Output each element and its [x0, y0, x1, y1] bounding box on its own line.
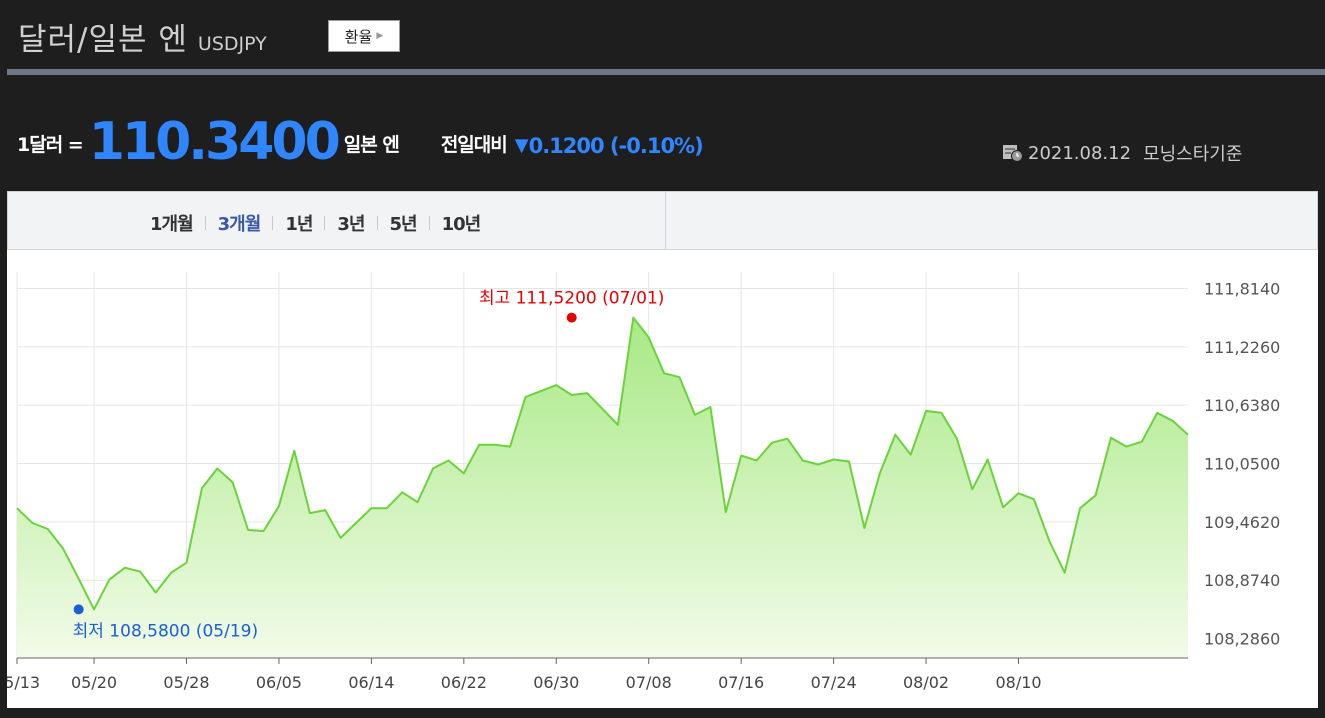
y-tick-label-3: 110,0500: [1204, 455, 1280, 474]
tab-period-5[interactable]: 10년: [441, 214, 482, 235]
x-tick-label-7: 07/08: [626, 673, 672, 692]
x-tick-label-2: 05/28: [163, 673, 209, 692]
y-tick-label-1: 111,2260: [1204, 338, 1280, 357]
quote-row: 1달러 = 110.3400 일본 엔 전일대비 ▼ 0.1200 (-0.10…: [17, 108, 704, 172]
price-chart: 111,8140 111,2260 110,6380 110,0500 109,4620…: [7, 272, 1280, 692]
title-bar: 달러/일본 엔 USDJPY: [18, 14, 267, 58]
currency-label: 일본 엔: [343, 134, 400, 156]
chart-panel: 1개월 3개월 1년 3년 5년 10년 111,8140 111,2260 110,6380…: [7, 191, 1318, 708]
x-tick-label-11: 08/10: [995, 673, 1041, 692]
x-tick-label-4: 06/14: [348, 673, 394, 692]
low-label: 최저 108,5800 (05/19): [73, 621, 258, 641]
tab-period-1[interactable]: 3개월: [217, 214, 262, 235]
y-tick-label-5: 108,8740: [1204, 571, 1280, 590]
compare-label: 전일대비: [440, 134, 508, 156]
price-change: 0.1200 (-0.10%): [528, 134, 704, 158]
header-divider: [7, 69, 1325, 75]
x-tick-label-5: 06/22: [441, 673, 487, 692]
price-line: [16, 316, 1189, 611]
as-of-info: 2021.08.12 모닝스타기준: [1003, 140, 1242, 166]
tab-period-4[interactable]: 5년: [389, 214, 418, 235]
x-tick-label-8: 07/16: [718, 673, 764, 692]
x-tick-label-9: 07/24: [811, 673, 857, 692]
x-tick-label-6: 06/30: [533, 673, 579, 692]
exchange-rate-button-label: 환율: [344, 27, 373, 46]
unit-label: 1달러 =: [17, 134, 84, 156]
currency-code: USDJPY: [197, 33, 267, 55]
tab-period-0[interactable]: 1개월: [150, 214, 194, 235]
x-tick-label-3: 06/05: [256, 673, 302, 692]
as-of-date: 2021.08.12: [1028, 142, 1132, 164]
y-tick-label-4: 109,4620: [1204, 513, 1280, 532]
tab-separator: [376, 216, 378, 230]
y-tick-label-2: 110,6380: [1204, 396, 1280, 415]
tab-separator: [204, 216, 206, 230]
tabs-divider: [665, 192, 666, 249]
tab-separator: [324, 216, 326, 230]
page-title: 달러/일본 엔: [18, 22, 188, 58]
current-price: 110.3400: [88, 112, 341, 172]
x-tick-label-10: 08/02: [903, 673, 949, 692]
calendar-clock-icon: [1003, 144, 1023, 162]
y-tick-label-6: 108,2860: [1204, 630, 1280, 649]
tab-period-2[interactable]: 1년: [285, 214, 313, 235]
data-source: 모닝스타기준: [1143, 144, 1243, 165]
arrow-right-icon: ▶: [376, 31, 384, 41]
down-arrow-icon: ▼: [514, 135, 529, 156]
tab-separator: [428, 216, 430, 230]
tab-separator: [272, 216, 274, 230]
tab-period-3[interactable]: 3년: [337, 214, 365, 235]
low-point-marker: [73, 604, 84, 615]
high-point-marker: [566, 312, 577, 323]
period-tab-list: 1개월 3개월 1년 3년 5년 10년: [138, 210, 492, 236]
price-area: [17, 317, 1188, 658]
high-label: 최고 111,5200 (07/01): [479, 289, 664, 309]
x-tick-label-1: 05/20: [71, 673, 117, 692]
x-tick-label-0: 05/13: [7, 673, 40, 692]
period-tabs: 1개월 3개월 1년 3년 5년 10년: [7, 191, 1318, 250]
exchange-rate-button[interactable]: 환율 ▶: [328, 20, 400, 52]
y-tick-label-0: 111,8140: [1204, 279, 1280, 298]
